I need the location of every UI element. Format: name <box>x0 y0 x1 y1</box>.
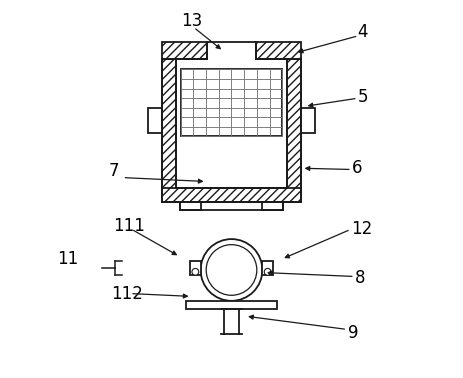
Polygon shape <box>190 261 200 275</box>
Circle shape <box>192 268 199 275</box>
Polygon shape <box>148 108 162 133</box>
Polygon shape <box>162 42 207 59</box>
Polygon shape <box>256 42 301 59</box>
Text: 6: 6 <box>352 159 363 177</box>
Polygon shape <box>301 108 315 133</box>
Text: 4: 4 <box>357 23 368 40</box>
Text: 8: 8 <box>355 268 365 287</box>
Text: 5: 5 <box>357 88 368 106</box>
Text: 7: 7 <box>109 162 119 180</box>
Polygon shape <box>263 261 273 275</box>
Text: 11: 11 <box>57 250 79 268</box>
Text: 111: 111 <box>113 217 145 235</box>
Polygon shape <box>162 188 301 202</box>
Polygon shape <box>180 202 200 211</box>
Polygon shape <box>186 301 277 309</box>
Circle shape <box>200 239 263 301</box>
Polygon shape <box>162 59 301 202</box>
Text: 12: 12 <box>351 220 373 237</box>
Text: 9: 9 <box>348 324 359 342</box>
Text: 13: 13 <box>181 12 203 30</box>
Text: 112: 112 <box>111 285 143 303</box>
Polygon shape <box>263 202 283 211</box>
Circle shape <box>264 268 271 275</box>
